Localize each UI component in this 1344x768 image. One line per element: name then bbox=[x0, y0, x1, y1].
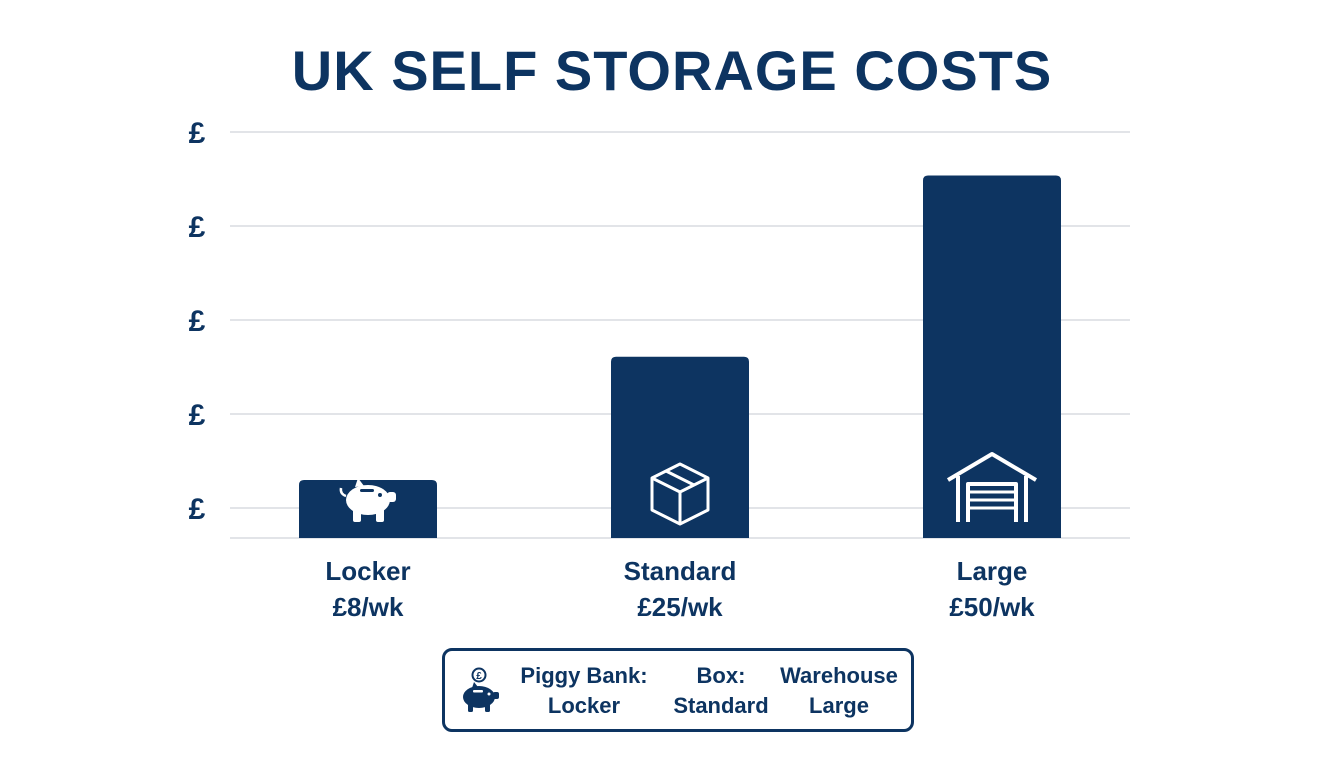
y-tick-label: £ bbox=[189, 399, 206, 432]
legend: £ Piggy Bank: Locker Box: Standard Wareh… bbox=[442, 648, 914, 732]
data-label: £50/wk bbox=[949, 592, 1035, 622]
piggy-bank-icon: £ bbox=[339, 455, 396, 522]
category-label: Large bbox=[957, 556, 1028, 586]
y-tick-label: £ bbox=[189, 211, 206, 244]
legend-entry-box: Box: Standard bbox=[663, 661, 779, 721]
y-tick-label: £ bbox=[189, 117, 206, 150]
legend-value: Locker bbox=[547, 693, 621, 718]
warehouse-icon bbox=[946, 452, 1038, 522]
category-label: Locker bbox=[325, 556, 410, 586]
legend-key: Box: bbox=[696, 663, 746, 688]
chart-title: UK SELF STORAGE COSTS bbox=[291, 39, 1053, 102]
legend-key: Warehouse bbox=[780, 663, 898, 688]
legend-entry-piggy-bank: Piggy Bank: Locker bbox=[515, 661, 653, 721]
svg-text:£: £ bbox=[476, 671, 482, 682]
svg-text:£: £ bbox=[364, 460, 372, 476]
y-tick-label: £ bbox=[189, 493, 206, 526]
legend-entry-warehouse: Warehouse Large bbox=[775, 661, 903, 721]
data-label: £25/wk bbox=[637, 592, 723, 622]
box-icon bbox=[650, 462, 710, 526]
legend-value: Standard bbox=[673, 693, 769, 718]
bar-large bbox=[923, 175, 1061, 538]
legend-value: Large bbox=[809, 693, 869, 718]
legend-piggy-bank-icon: £ bbox=[463, 667, 499, 712]
data-label: £8/wk bbox=[333, 592, 404, 622]
y-tick-label: £ bbox=[189, 305, 206, 338]
legend-key: Piggy Bank: bbox=[520, 663, 648, 688]
bar-standard bbox=[611, 356, 749, 538]
category-label: Standard bbox=[624, 556, 737, 586]
bar-chart: £ £ £ £ £ Locker £8/wk Standard £25/wk Large £50/w… bbox=[189, 117, 1130, 622]
